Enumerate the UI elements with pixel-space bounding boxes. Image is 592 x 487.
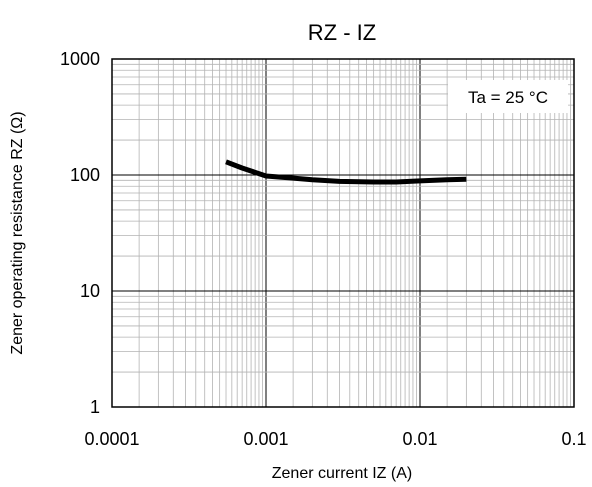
x-tick-label: 0.0001 bbox=[84, 429, 139, 449]
y-tick-label: 10 bbox=[80, 281, 100, 301]
series-line bbox=[225, 159, 467, 185]
x-tick-label: 0.1 bbox=[561, 429, 586, 449]
annotation-background bbox=[448, 80, 568, 113]
y-tick-label: 100 bbox=[70, 165, 100, 185]
y-tick-label: 1000 bbox=[60, 49, 100, 69]
y-tick-label: 1 bbox=[90, 397, 100, 417]
series-layer bbox=[225, 159, 467, 185]
y-axis-label: Zener operating resistance RZ (Ω) bbox=[9, 111, 26, 354]
y-tick-labels: 1 10 100 1000 bbox=[60, 49, 100, 417]
x-tick-label: 0.01 bbox=[402, 429, 437, 449]
chart-title: RZ - IZ bbox=[308, 20, 376, 45]
x-axis-label: Zener current IZ (A) bbox=[272, 465, 412, 482]
annotation-box: Ta = 25 °C bbox=[448, 80, 568, 113]
annotation-text: Ta = 25 °C bbox=[468, 88, 548, 107]
x-tick-label: 0.001 bbox=[243, 429, 288, 449]
plot-frame bbox=[111, 58, 575, 408]
grid bbox=[111, 59, 574, 408]
x-tick-labels: 0.0001 0.001 0.01 0.1 bbox=[84, 429, 586, 449]
